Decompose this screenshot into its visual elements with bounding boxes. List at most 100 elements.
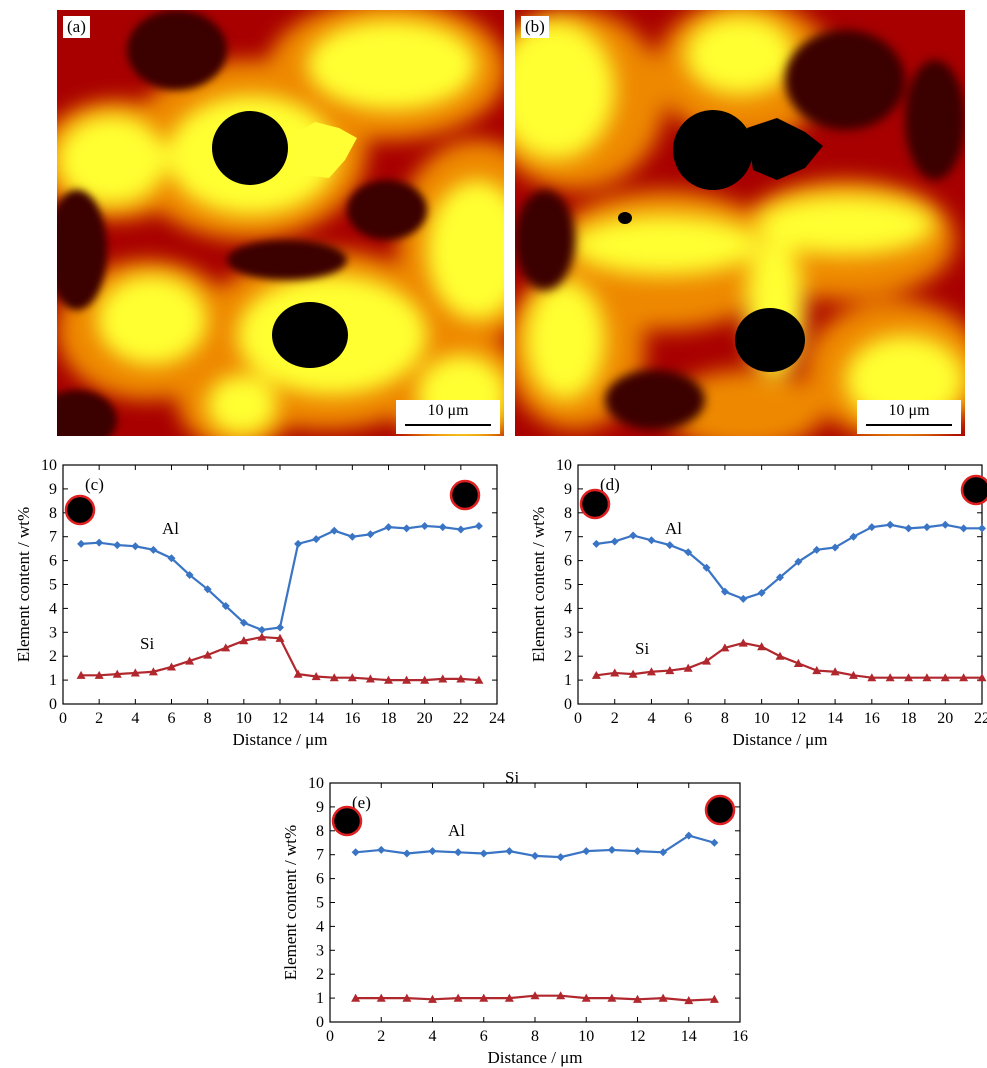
chart-d-si-point — [830, 667, 840, 676]
chart-d-al-point — [831, 543, 840, 552]
chart-c-si-point — [438, 674, 448, 683]
chart-c-xtick-label: 0 — [59, 710, 67, 727]
chart-c-ytick-label: 3 — [49, 624, 57, 641]
chart-c-si-point — [384, 675, 393, 684]
chart-e-pore-marker-end — [704, 794, 736, 826]
chart-c-si-point — [275, 633, 285, 642]
chart-e-al-point — [659, 848, 668, 857]
chart-c-si-point — [167, 662, 176, 671]
chart-e-al-point — [351, 848, 360, 857]
chart-d-al-point — [941, 520, 950, 529]
chart-e-al-point — [479, 849, 488, 858]
chart-e-ytick-label: 6 — [316, 871, 324, 888]
chart-d-ytick-label: 4 — [564, 600, 572, 617]
chart-d-al-point — [720, 587, 729, 596]
chart-e-al-point — [428, 847, 437, 856]
chart-c-si-point — [311, 672, 321, 681]
chart-c-al-point — [77, 539, 86, 548]
chart-d-al-line — [596, 523, 982, 601]
chart-d-pore-marker-end — [960, 474, 987, 506]
chart-d-si-point — [757, 642, 767, 651]
chart-e-si-point — [504, 993, 514, 1002]
chart-e-ytick-label: 8 — [316, 823, 324, 840]
chart-d-si-point — [904, 673, 914, 682]
chart-d-panel-label: (d) — [600, 475, 620, 494]
chart-c-xlabel: Distance / μm — [232, 730, 327, 749]
chart-c-xtick-label: 6 — [168, 710, 176, 727]
chart-d-xtick-label: 4 — [647, 710, 655, 727]
chart-e-si-point — [581, 993, 591, 1002]
chart-d-al-point — [849, 532, 858, 541]
chart-e-xtick-label: 8 — [531, 1028, 539, 1045]
si-particle-b — [747, 118, 823, 180]
chart-e-ylabel: Element content / wt% — [281, 825, 300, 980]
elemental-map-a: (a) 10 μm — [57, 10, 504, 436]
chart-d-xlabel: Distance / μm — [732, 730, 827, 749]
chart-c-si-point — [148, 667, 158, 676]
chart-e-al-point — [531, 851, 539, 860]
chart-e-ytick-label: 7 — [316, 847, 324, 864]
chart-c-si-point — [185, 656, 195, 665]
chart-e-al-point — [633, 847, 642, 856]
chart-e-si-point — [709, 994, 719, 1003]
map-a-image — [57, 10, 504, 436]
chart-d-si-point — [738, 638, 748, 647]
chart-d-plot-frame — [577, 464, 983, 705]
chart-e-si-point — [658, 993, 668, 1002]
chart-d-si-point — [665, 666, 675, 675]
chart-c-al-point — [239, 618, 248, 627]
chart-d-si-point — [702, 656, 712, 665]
chart-e-xtick-label: 10 — [578, 1028, 594, 1045]
chart-c-al-point — [456, 525, 465, 534]
chart-e-al-point — [710, 838, 719, 847]
chart-c-al-point — [95, 538, 104, 547]
chart-e-panel-label: (e) — [352, 793, 371, 812]
chart-d-xtick-label: 14 — [827, 710, 843, 727]
chart-c-xtick-label: 2 — [95, 710, 103, 727]
chart-d-al-point — [610, 537, 619, 546]
chart-d-si-point — [848, 670, 858, 679]
chart-e-xtick-label: 12 — [630, 1028, 646, 1045]
chart-e-al-point — [684, 831, 693, 840]
chart-c-ylabel: Element content / wt% — [14, 507, 33, 662]
chart-c-al-point — [113, 541, 122, 550]
chart-c-si-label: Si — [140, 634, 154, 653]
map-b-scalebar-line — [866, 424, 952, 426]
chart-d-si-line — [596, 641, 982, 679]
chart-e-al-point — [556, 853, 565, 862]
chart-e-al-point — [505, 847, 514, 856]
chart-c-ytick-label: 2 — [49, 648, 57, 665]
chart-c-xtick-label: 8 — [204, 710, 212, 727]
chart-d-si-point — [940, 673, 950, 682]
chart-c-si-point — [293, 669, 303, 678]
chart-c-al-point — [167, 554, 176, 563]
chart-c-al-point — [348, 532, 357, 541]
chart-d-si-point — [610, 668, 620, 677]
chart-e-ytick-label: 9 — [316, 799, 324, 816]
chart-e-si-point — [479, 993, 489, 1002]
chart-d-ytick-label: 3 — [564, 624, 572, 641]
chart-e-xtick-label: 0 — [326, 1028, 334, 1045]
chart-d-xtick-label: 22 — [974, 710, 987, 727]
chart-e-si-point — [428, 994, 437, 1003]
chart-d-al-point — [959, 524, 968, 533]
chart-c-pore-marker-start — [64, 494, 96, 526]
chart-c-si-point — [221, 643, 231, 652]
chart-d-si-point — [793, 658, 803, 667]
chart-e-xtick-label: 16 — [732, 1028, 748, 1045]
chart-d-si-point — [628, 669, 638, 678]
chart-c-ytick-label: 6 — [49, 553, 57, 570]
chart-d-si-point — [683, 663, 693, 672]
chart-d-al-point — [702, 563, 711, 572]
chart-c-panel-label: (c) — [85, 475, 104, 494]
pore-a-upper — [212, 111, 288, 185]
chart-e-si-point — [351, 993, 361, 1002]
chart-c-si-point — [402, 675, 412, 684]
chart-c-xtick-label: 22 — [453, 710, 469, 727]
chart-c-plot-frame — [62, 464, 498, 705]
map-b-image — [515, 10, 965, 436]
pore-b-small — [618, 212, 632, 224]
chart-d-al-point — [812, 545, 821, 554]
chart-c-si-point — [112, 669, 122, 678]
chart-d-si-point — [720, 643, 730, 652]
